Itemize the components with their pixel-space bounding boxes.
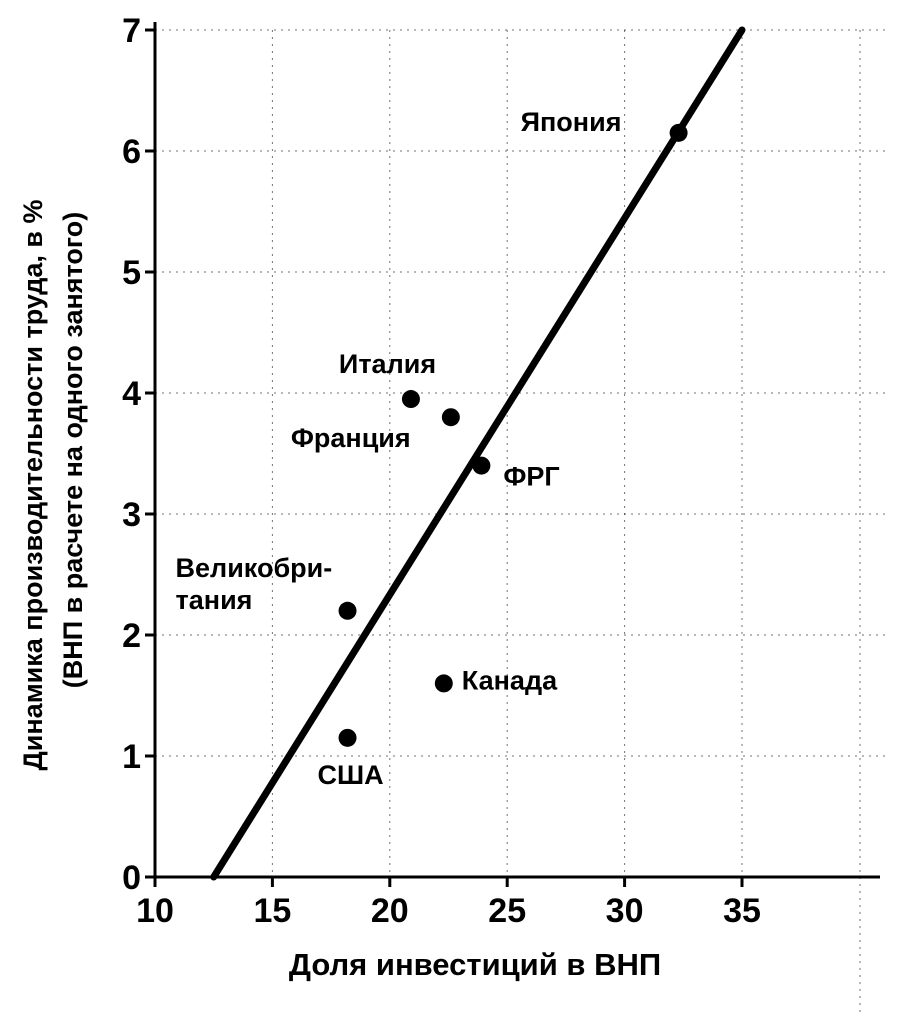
y-tick-label: 0 [122, 859, 141, 897]
y-tick-label: 6 [122, 133, 141, 171]
x-tick-label: 25 [488, 892, 526, 930]
y-tick-label: 1 [122, 738, 141, 776]
data-point [338, 728, 357, 747]
point-label: США [318, 760, 384, 790]
trend-line [210, 26, 746, 881]
data-point [401, 390, 420, 409]
grid-lines [155, 29, 890, 1017]
trend-line-group [210, 26, 746, 881]
y-tick-label: 5 [122, 254, 141, 292]
point-label: Италия [339, 349, 436, 379]
x-tick-label: 35 [723, 892, 761, 930]
point-label: Франция [291, 423, 411, 453]
data-point [669, 123, 688, 142]
y-tick-label: 3 [122, 496, 141, 534]
data-point [472, 456, 491, 475]
point-labels: Япония Италия Франция ФРГ Велико­бри-тания Ка… [176, 107, 622, 790]
y-tick-label: 7 [122, 12, 141, 50]
data-point [338, 601, 357, 620]
axes [145, 22, 880, 887]
x-axis-title: Доля инвестиций в ВНП [289, 947, 661, 982]
point-label: Велико­бри- [176, 553, 333, 583]
point-label: Япония [521, 107, 622, 137]
point-label: Канада [462, 665, 558, 695]
tick-labels: 10 15 20 25 30 35 0 1 2 3 4 5 6 7 [122, 12, 761, 930]
x-tick-label: 30 [606, 892, 644, 930]
x-tick-label: 20 [371, 892, 409, 930]
point-label: ФРГ [503, 462, 559, 492]
y-axis-title-line2: (ВНП в расчете на одного занятого) [58, 212, 88, 689]
x-tick-label: 15 [253, 892, 291, 930]
x-tick-label: 10 [136, 892, 174, 930]
y-tick-label: 4 [122, 375, 141, 413]
point-label-line2: тания [176, 585, 253, 615]
data-point [434, 674, 453, 693]
data-points [338, 123, 688, 747]
data-point [441, 408, 460, 427]
y-axis-title-line1: Динамика производительности труда, в % [18, 200, 48, 771]
y-tick-label: 2 [122, 617, 141, 655]
